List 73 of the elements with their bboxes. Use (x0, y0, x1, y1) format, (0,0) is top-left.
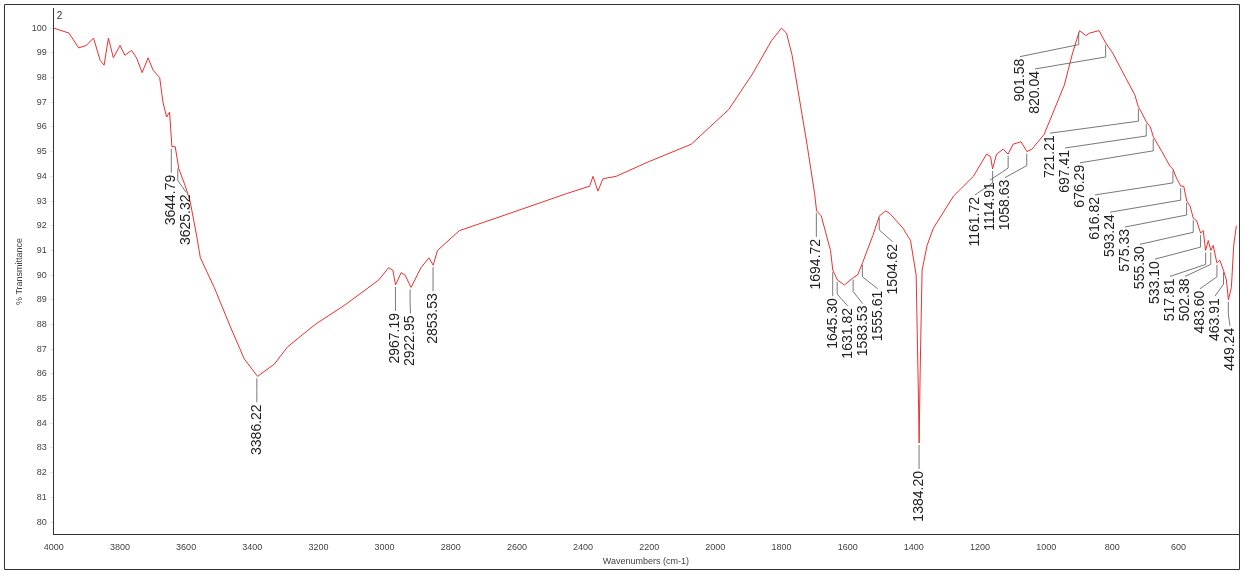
x-tick-label: 1000 (1036, 542, 1057, 553)
annotation: 555.30 (1130, 246, 1147, 290)
y-tick-label: 94 (36, 170, 47, 181)
annotation: 502.38 (1175, 278, 1192, 322)
x-tick-label: 3200 (308, 542, 329, 553)
annotation: 483.60 (1190, 290, 1207, 334)
x-tick-label: 3800 (109, 542, 130, 553)
x-tick-label: 2000 (705, 542, 726, 553)
y-tick-label: 85 (36, 393, 47, 404)
y-tick-label: 82 (36, 467, 47, 478)
annotation: 1114.91 (980, 181, 997, 231)
annotation: 1694.72 (807, 238, 824, 290)
annotation: 575.33 (1115, 228, 1132, 272)
annotation: 1631.82 (838, 307, 855, 359)
y-tick-label: 92 (36, 220, 47, 231)
annotation: 3386.22 (247, 404, 264, 455)
y-tick-label: 86 (36, 368, 47, 379)
annotation: 3644.79 (162, 174, 179, 226)
y-tick-label: 91 (36, 244, 47, 255)
y-tick-label: 96 (36, 121, 47, 132)
x-tick-label: 1600 (837, 542, 858, 553)
annotation: 2 (56, 10, 63, 22)
annotation: 449.24 (1220, 327, 1237, 371)
annotation: 3625.32 (177, 194, 194, 246)
y-tick-label: 83 (36, 442, 47, 453)
annotation: 697.41 (1055, 149, 1072, 193)
annotation: 616.82 (1085, 196, 1102, 240)
x-tick-label: 1200 (969, 542, 991, 553)
x-tick-label: 3600 (176, 542, 197, 553)
x-tick-label: 3000 (374, 542, 395, 553)
x-axis-title: Wavenumbers (cm-1) (602, 556, 689, 567)
annotation: 593.24 (1100, 214, 1117, 258)
y-tick-label: 97 (36, 96, 47, 107)
y-tick-label: 98 (36, 72, 47, 83)
x-tick-label: 3400 (242, 542, 263, 553)
y-tick-label: 80 (36, 516, 47, 527)
x-tick-label: 800 (1104, 542, 1120, 553)
annotation: 2967.19 (386, 312, 403, 364)
annotation: 901.58 (1010, 58, 1027, 102)
y-tick-label: 100 (31, 22, 47, 33)
annotation: 676.29 (1070, 164, 1087, 208)
x-tick-label: 2200 (639, 542, 660, 553)
y-tick-label: 99 (36, 47, 47, 58)
y-tick-label: 87 (36, 343, 47, 354)
annotation: 533.10 (1145, 260, 1162, 304)
y-tick-label: 93 (36, 195, 47, 206)
x-tick-label: 4000 (43, 542, 64, 553)
y-tick-label: 89 (36, 294, 47, 305)
annotation: 1504.62 (883, 243, 900, 295)
annotation: 721.21 (1040, 134, 1057, 179)
y-tick-label: 81 (36, 491, 47, 502)
annotation: 1384.20 (909, 470, 926, 522)
y-axis-title: % Transmittance (13, 237, 24, 305)
x-tick-label: 1800 (771, 542, 792, 553)
y-tick-label: 95 (36, 146, 47, 157)
x-tick-label: 1400 (903, 542, 924, 553)
x-tick-label: 2400 (573, 542, 594, 553)
annotation: 1583.53 (853, 305, 870, 357)
annotation: 1645.30 (823, 297, 840, 349)
x-tick-label: 2600 (506, 542, 527, 553)
x-tick-label: 2800 (440, 542, 461, 553)
annotation: 517.81 (1160, 278, 1177, 322)
annotation: 2922.95 (401, 315, 418, 367)
annotation: 820.04 (1025, 70, 1042, 114)
annotation: 1161.72 (965, 196, 982, 247)
annotation: 2853.53 (423, 293, 440, 344)
x-tick-label: 600 (1170, 542, 1186, 553)
y-tick-label: 88 (36, 318, 47, 329)
annotation: 1555.61 (868, 290, 885, 342)
annotation: 463.91 (1205, 297, 1222, 341)
annotation: 1058.63 (995, 179, 1012, 231)
y-tick-label: 84 (36, 417, 47, 428)
y-tick-label: 90 (36, 269, 47, 280)
